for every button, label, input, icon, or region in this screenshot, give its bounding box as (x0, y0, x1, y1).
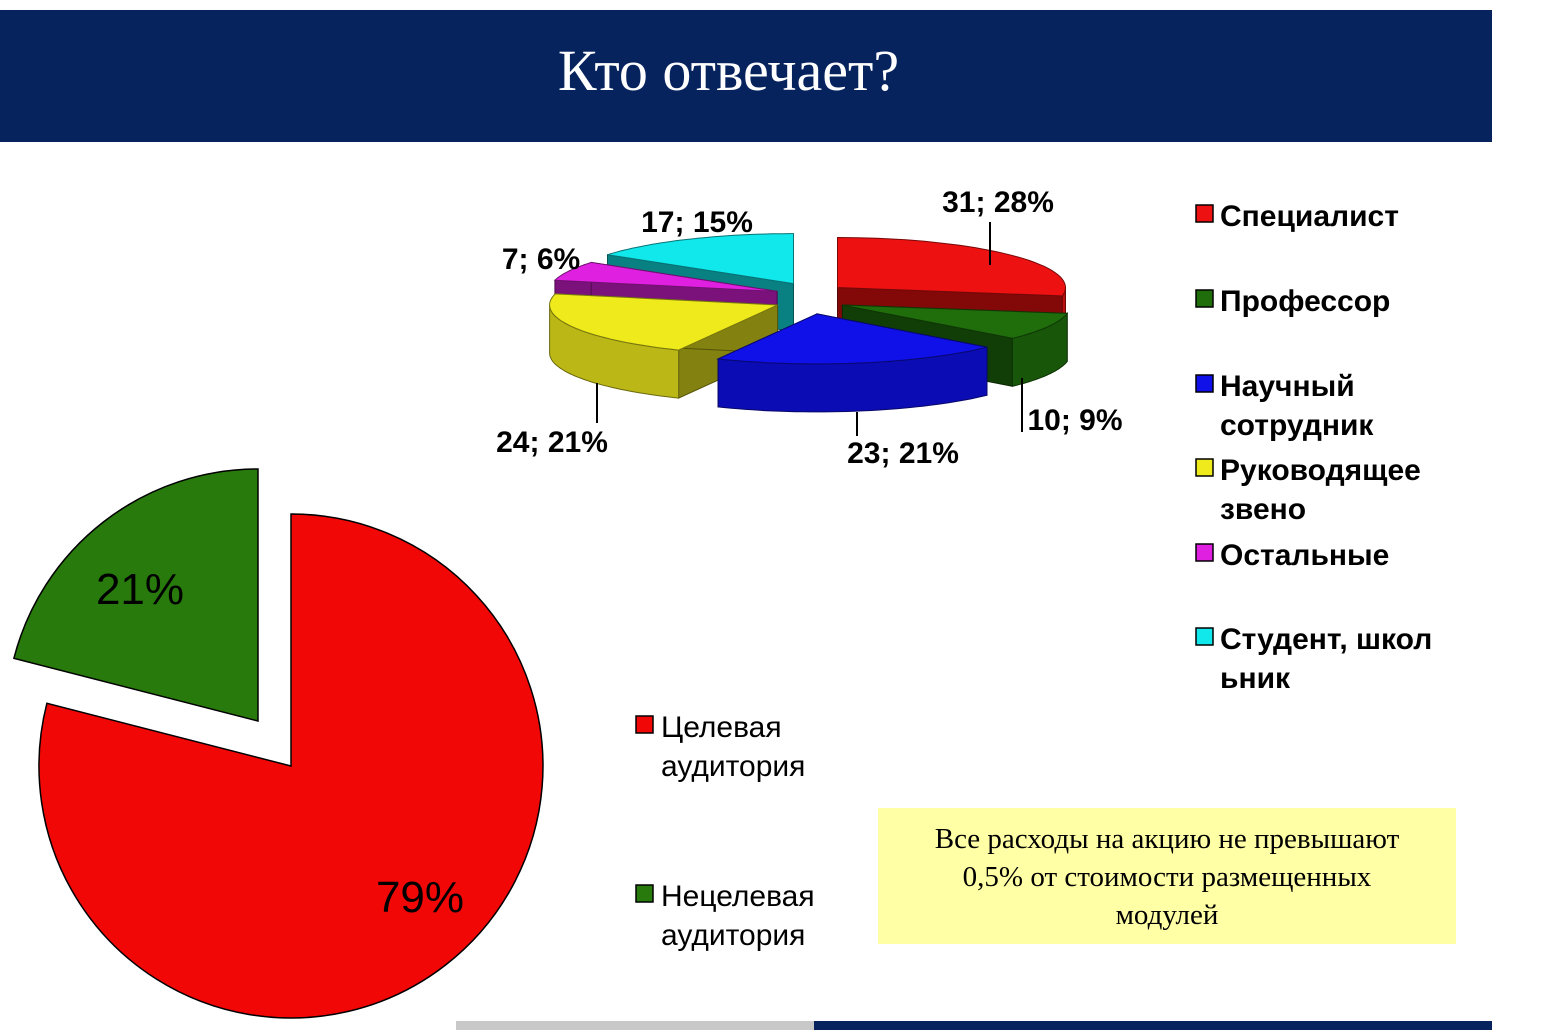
legend3d-label: ьник (1220, 662, 1291, 695)
pie3d-data-label: 23; 21% (847, 437, 959, 470)
legend3d-swatch (1195, 289, 1214, 308)
cost-note-box: Все расходы на акцию не превышают 0,5% о… (878, 808, 1456, 944)
legend2d-swatch (635, 884, 654, 903)
legend2d-swatch (635, 715, 654, 734)
legend3d-label: Научный (1220, 370, 1355, 403)
pie2d-data-label: 79% (376, 873, 464, 922)
legend2d-item-целевая-аудитория: Целевая аудитория (635, 711, 805, 783)
pie-2d-chart: 79% 21% (12, 468, 544, 1019)
legend3d-swatch (1195, 458, 1214, 477)
footer-bar-navy (814, 1021, 1492, 1030)
page-title: Кто отвечает? (557, 38, 900, 103)
pie3d-data-label: 7; 6% (502, 243, 580, 276)
legend3d-label: Специалист (1220, 200, 1399, 233)
pie2d-data-label: 21% (96, 565, 184, 614)
note-line-1: Все расходы на акцию не превышают (934, 823, 1400, 855)
legend3d-label: сотрудник (1220, 409, 1374, 442)
legend3d-swatch (1195, 374, 1214, 393)
legend2d-item-нецелевая-аудитория: Нецелевая аудитория (635, 880, 815, 952)
pie3d-data-label: 24; 21% (496, 426, 608, 459)
pie3d-data-label: 10; 9% (1027, 404, 1122, 437)
legend3d-label: Остальные (1220, 539, 1389, 572)
legend3d-swatch (1195, 543, 1214, 562)
pie3d-slice-научный-сотрудник (716, 313, 988, 413)
legend2d-label: аудитория (661, 919, 805, 952)
pie-3d-chart: 31; 28% 10; 9% 23; 21% 24; 21% 7; 6% 17; 15% (496, 186, 1122, 470)
legend3d-swatch (1195, 204, 1214, 223)
legend2d-label: Нецелевая (661, 880, 815, 913)
legend2d-label: аудитория (661, 750, 805, 783)
legend3d-swatch (1195, 627, 1214, 646)
pie-2d-legend: Целевая аудитория Нецелевая аудитория (635, 711, 815, 952)
pie3d-data-label: 31; 28% (942, 186, 1054, 219)
pie2d-slice-нецелевая-аудитория (12, 468, 259, 722)
legend3d-label: Руководящее (1220, 454, 1421, 487)
note-line-3: модулей (1115, 899, 1219, 931)
legend3d-label: Профессор (1220, 285, 1390, 318)
legend3d-item-руководящее-звено: Руководящее звено (1195, 454, 1421, 526)
pie3d-data-label: 17; 15% (641, 206, 753, 239)
pie2d-slice-целевая-аудитория (38, 513, 544, 1019)
legend3d-label: Студент, школ (1220, 623, 1432, 656)
legend3d-label: звено (1220, 493, 1306, 526)
legend3d-item-научный-сотрудник: Научный сотрудник (1195, 370, 1374, 442)
note-line-2: 0,5% от стоимости размещенных (962, 861, 1372, 893)
legend2d-label: Целевая (661, 711, 782, 744)
legend3d-item-специалист: Специалист (1195, 200, 1399, 233)
legend3d-item-студент-школьник: Студент, школ ьник (1195, 623, 1432, 695)
slide-header (0, 10, 1492, 142)
footer-bar-gray (456, 1021, 814, 1030)
legend3d-item-остальные: Остальные (1195, 539, 1389, 572)
legend3d-item-профессор: Профессор (1195, 285, 1390, 318)
pie-3d-legend: Специалист Профессор Научный сотрудник Руков… (1195, 200, 1432, 695)
